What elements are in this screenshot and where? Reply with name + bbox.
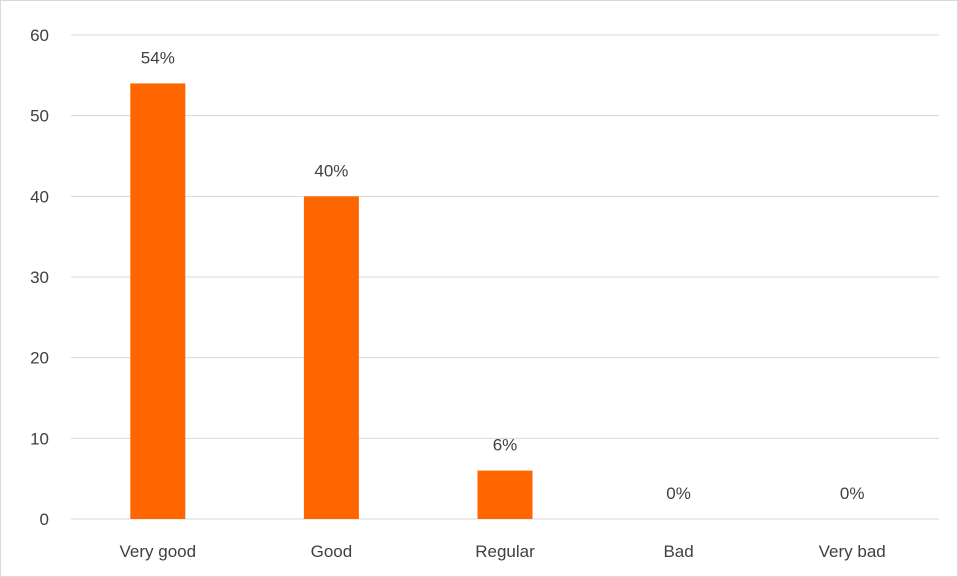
y-axis-tick-labels: 0 10 20 30 40 50 60 — [30, 26, 49, 529]
data-labels: 54% 40% 6% 0% 0% — [141, 48, 865, 503]
y-tick-label: 50 — [30, 107, 49, 126]
x-category-label: Good — [311, 542, 353, 561]
data-label: 40% — [314, 161, 348, 180]
data-label: 6% — [493, 436, 518, 455]
bars — [130, 83, 533, 520]
x-category-label: Regular — [475, 542, 535, 561]
gridlines — [71, 34, 939, 520]
y-tick-label: 0 — [40, 510, 49, 529]
x-category-label: Very bad — [819, 542, 886, 561]
x-axis-category-labels: Very good Good Regular Bad Very bad — [120, 542, 886, 561]
x-category-label: Bad — [663, 542, 693, 561]
bar-very-good — [130, 83, 186, 520]
data-label: 54% — [141, 48, 175, 67]
data-label: 0% — [840, 484, 865, 503]
bar-regular — [477, 470, 533, 519]
y-tick-label: 20 — [30, 349, 49, 368]
y-tick-label: 10 — [30, 429, 49, 448]
y-tick-label: 40 — [30, 187, 49, 206]
y-tick-label: 60 — [30, 26, 49, 45]
x-category-label: Very good — [120, 542, 197, 561]
y-tick-label: 30 — [30, 268, 49, 287]
bar-good — [303, 196, 359, 520]
data-label: 0% — [666, 484, 691, 503]
